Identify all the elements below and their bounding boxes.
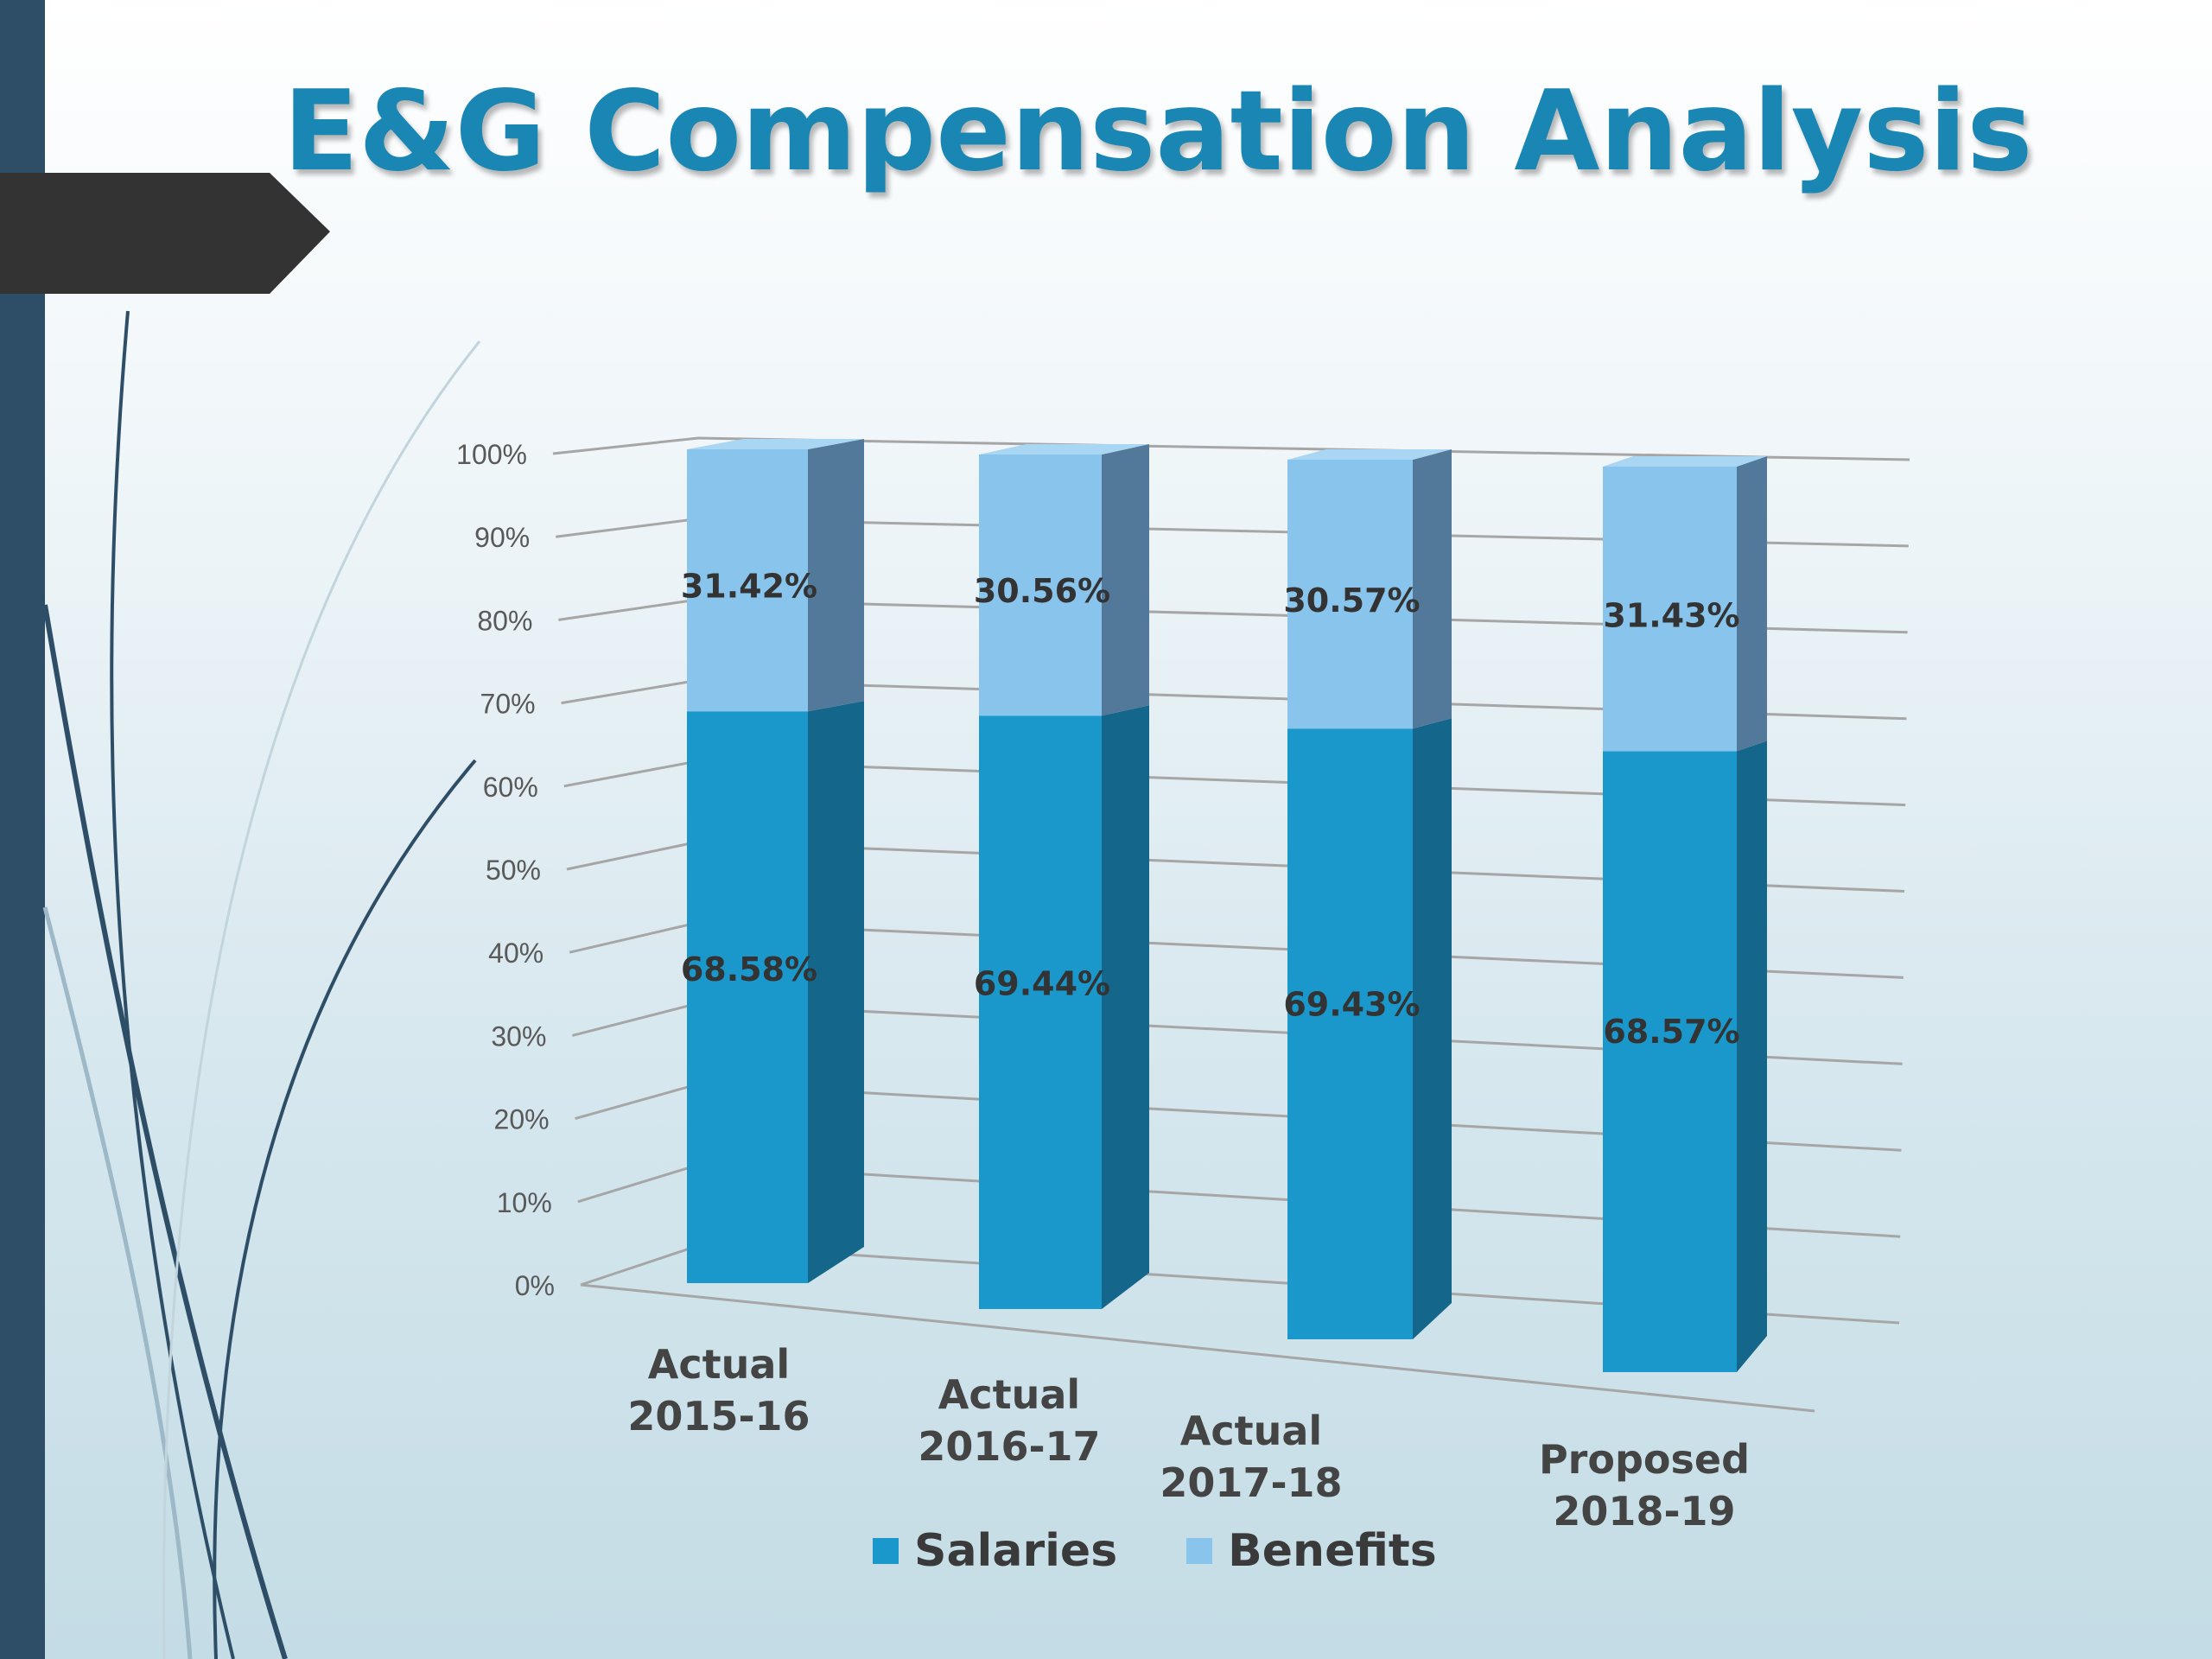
y-tick-label: 20%: [494, 1104, 550, 1135]
x-category-label: Actual: [1180, 1408, 1322, 1454]
x-category-label: Actual: [648, 1341, 790, 1388]
data-label-salaries: 69.43%: [1283, 985, 1420, 1023]
data-label-salaries: 68.57%: [1603, 1013, 1739, 1051]
y-tick-label: 30%: [491, 1020, 546, 1052]
legend-item-benefits: Benefits: [1186, 1525, 1437, 1577]
data-label-salaries: 68.58%: [681, 950, 817, 988]
y-tick-label: 10%: [497, 1187, 552, 1218]
bar-salaries: [1287, 728, 1413, 1339]
y-tick-label: 100%: [456, 439, 527, 470]
floor-edge: [580, 1283, 1815, 1413]
bar-benefits-side: [808, 439, 864, 712]
bar-benefits: [687, 449, 808, 712]
x-category-label: Proposed: [1539, 1436, 1750, 1483]
bar-salaries: [979, 715, 1102, 1309]
bar-top: [979, 444, 1149, 454]
bar-benefits-side: [1413, 449, 1452, 729]
y-tick-label: 60%: [483, 772, 538, 803]
bar-salaries: [687, 711, 808, 1283]
y-tick-label: 40%: [488, 938, 543, 969]
x-category-label: 2015-16: [627, 1393, 810, 1440]
arrow-tag-shape: [0, 173, 330, 294]
bar-benefits: [1603, 467, 1737, 752]
legend-swatch-benefits: [1186, 1538, 1213, 1564]
legend-swatch-salaries: [873, 1538, 899, 1564]
legend-item-salaries: Salaries: [873, 1525, 1117, 1577]
bar-salaries-side: [1102, 705, 1149, 1309]
data-label-benefits: 30.57%: [1283, 582, 1420, 620]
legend-label-salaries: Salaries: [914, 1525, 1118, 1577]
data-label-benefits: 30.56%: [974, 572, 1110, 610]
bar-benefits: [979, 454, 1102, 716]
bar-salaries-side: [808, 701, 864, 1283]
x-category-label: 2016-17: [918, 1423, 1100, 1470]
bar-salaries-side: [1413, 718, 1452, 1339]
legend-label-benefits: Benefits: [1228, 1525, 1437, 1577]
x-category-label: 2017-18: [1160, 1459, 1342, 1506]
bar-benefits: [1287, 460, 1413, 729]
chart-legend: Salaries Benefits: [873, 1521, 1437, 1581]
y-tick-label: 90%: [474, 522, 530, 553]
data-label-benefits: 31.42%: [681, 568, 817, 606]
y-tick-label: 70%: [480, 689, 536, 720]
y-tick-label: 0%: [515, 1270, 555, 1301]
page-title: E&G Compensation Analysis: [283, 67, 2033, 196]
x-category-label: 2018-19: [1553, 1488, 1735, 1535]
y-tick-label: 50%: [486, 855, 541, 886]
x-category-label: Actual: [938, 1371, 1080, 1418]
bar-top: [687, 439, 864, 449]
y-tick-label: 80%: [477, 605, 532, 636]
bar-top: [1287, 449, 1452, 460]
gridline: [552, 436, 1910, 461]
bar-benefits-side: [1102, 444, 1149, 716]
bar-benefits-side: [1737, 456, 1767, 752]
data-label-benefits: 31.43%: [1603, 596, 1739, 634]
bar-top: [1603, 456, 1767, 467]
bar-salaries: [1603, 751, 1737, 1372]
data-label-salaries: 69.44%: [974, 964, 1110, 1002]
bar-salaries-side: [1737, 741, 1767, 1372]
